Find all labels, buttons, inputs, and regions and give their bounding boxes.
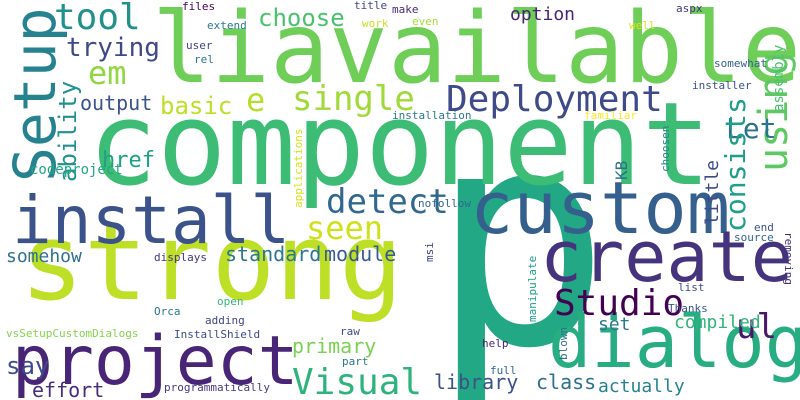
word-familiar: familiar (584, 109, 637, 122)
word-somehow: somehow (6, 246, 82, 267)
word-compiled: compiled (674, 312, 761, 333)
word-nofollow: nofollow (418, 197, 471, 210)
word-full: full (490, 364, 517, 377)
word-em: em (88, 54, 127, 92)
word-user: user (186, 39, 213, 52)
word-detect: detect (326, 182, 449, 222)
word-assembly: assembly (771, 44, 787, 112)
word-standard: standard (225, 242, 322, 266)
word-output: output (80, 91, 153, 115)
word-somewhat: somewhat (714, 57, 767, 70)
word-option: option (510, 4, 576, 25)
word-choosen: choosen (659, 125, 672, 172)
word-little: little (702, 159, 723, 225)
word-library: library (434, 370, 519, 394)
word-adding: adding (205, 314, 245, 327)
word-removing: removing (782, 232, 795, 285)
word-p: p (430, 65, 611, 400)
word-choose: choose (258, 4, 345, 32)
word-href: href (102, 148, 155, 173)
word-actually: actually (598, 376, 685, 397)
word-install: install (12, 182, 291, 259)
word-files: files (182, 0, 216, 13)
word-help: help (482, 337, 509, 350)
word-dialog: dialog (548, 300, 800, 384)
word-create: create (540, 216, 793, 298)
word-visual: Visual (292, 362, 423, 400)
word-class: class (536, 370, 597, 394)
word-deployment: Deployment (446, 79, 663, 120)
word-module: module (324, 242, 397, 266)
word-single: single (292, 79, 415, 119)
word-installer: installer (692, 79, 752, 92)
word-liavailable: liavailable (152, 0, 800, 106)
word-ul: ul (736, 307, 777, 347)
word-kb: KB (612, 160, 631, 180)
word-blown: blown (557, 326, 570, 360)
word-consists: consists (719, 97, 752, 232)
word-basic: basic (160, 92, 233, 120)
word-strong: strong (20, 201, 403, 324)
word-source: source (734, 231, 774, 244)
word-extend: extend (207, 19, 247, 32)
word-msi: msi (423, 242, 436, 262)
word-installshield: InstallShield (174, 328, 261, 341)
word-say: say (6, 352, 50, 380)
word-even: even (412, 15, 439, 28)
word-thanks: Thanks (668, 302, 708, 315)
word-title: title (354, 0, 388, 12)
word-codeproject: codeproject (30, 162, 123, 178)
word-set: set (598, 314, 631, 335)
word-applications: applications (292, 128, 305, 208)
word-work: work (362, 17, 389, 30)
word-orca: Orca (154, 305, 181, 318)
word-manipulate: manipulate (526, 255, 539, 322)
word-seen: seen (306, 209, 384, 247)
word-tool: tool (54, 0, 141, 38)
word-aspx: aspx (676, 2, 703, 15)
word-end: end (754, 221, 774, 234)
word-primary: primary (292, 334, 377, 358)
word-let: Let (726, 112, 777, 145)
word-e: e (246, 81, 266, 119)
word-studio: Studio (554, 283, 685, 324)
word-project: project (12, 322, 299, 400)
word-vssetup: vsSetupCustomDialogs (6, 327, 139, 340)
word-displays: displays (154, 251, 207, 264)
word-rel: rel (194, 53, 214, 66)
word-component: component (88, 78, 712, 212)
word-effort: effort (32, 378, 105, 400)
word-make: make (392, 3, 419, 16)
word-part: part (342, 355, 369, 368)
word-installation: installation (392, 109, 472, 122)
word-trying: trying (66, 33, 160, 63)
word-list: list (678, 281, 705, 294)
word-raw: raw (340, 325, 360, 338)
word-well: well (629, 19, 656, 32)
word-custom: custom (470, 166, 731, 250)
word-open: open (217, 295, 244, 308)
word-programmatically: programmatically (164, 381, 270, 394)
